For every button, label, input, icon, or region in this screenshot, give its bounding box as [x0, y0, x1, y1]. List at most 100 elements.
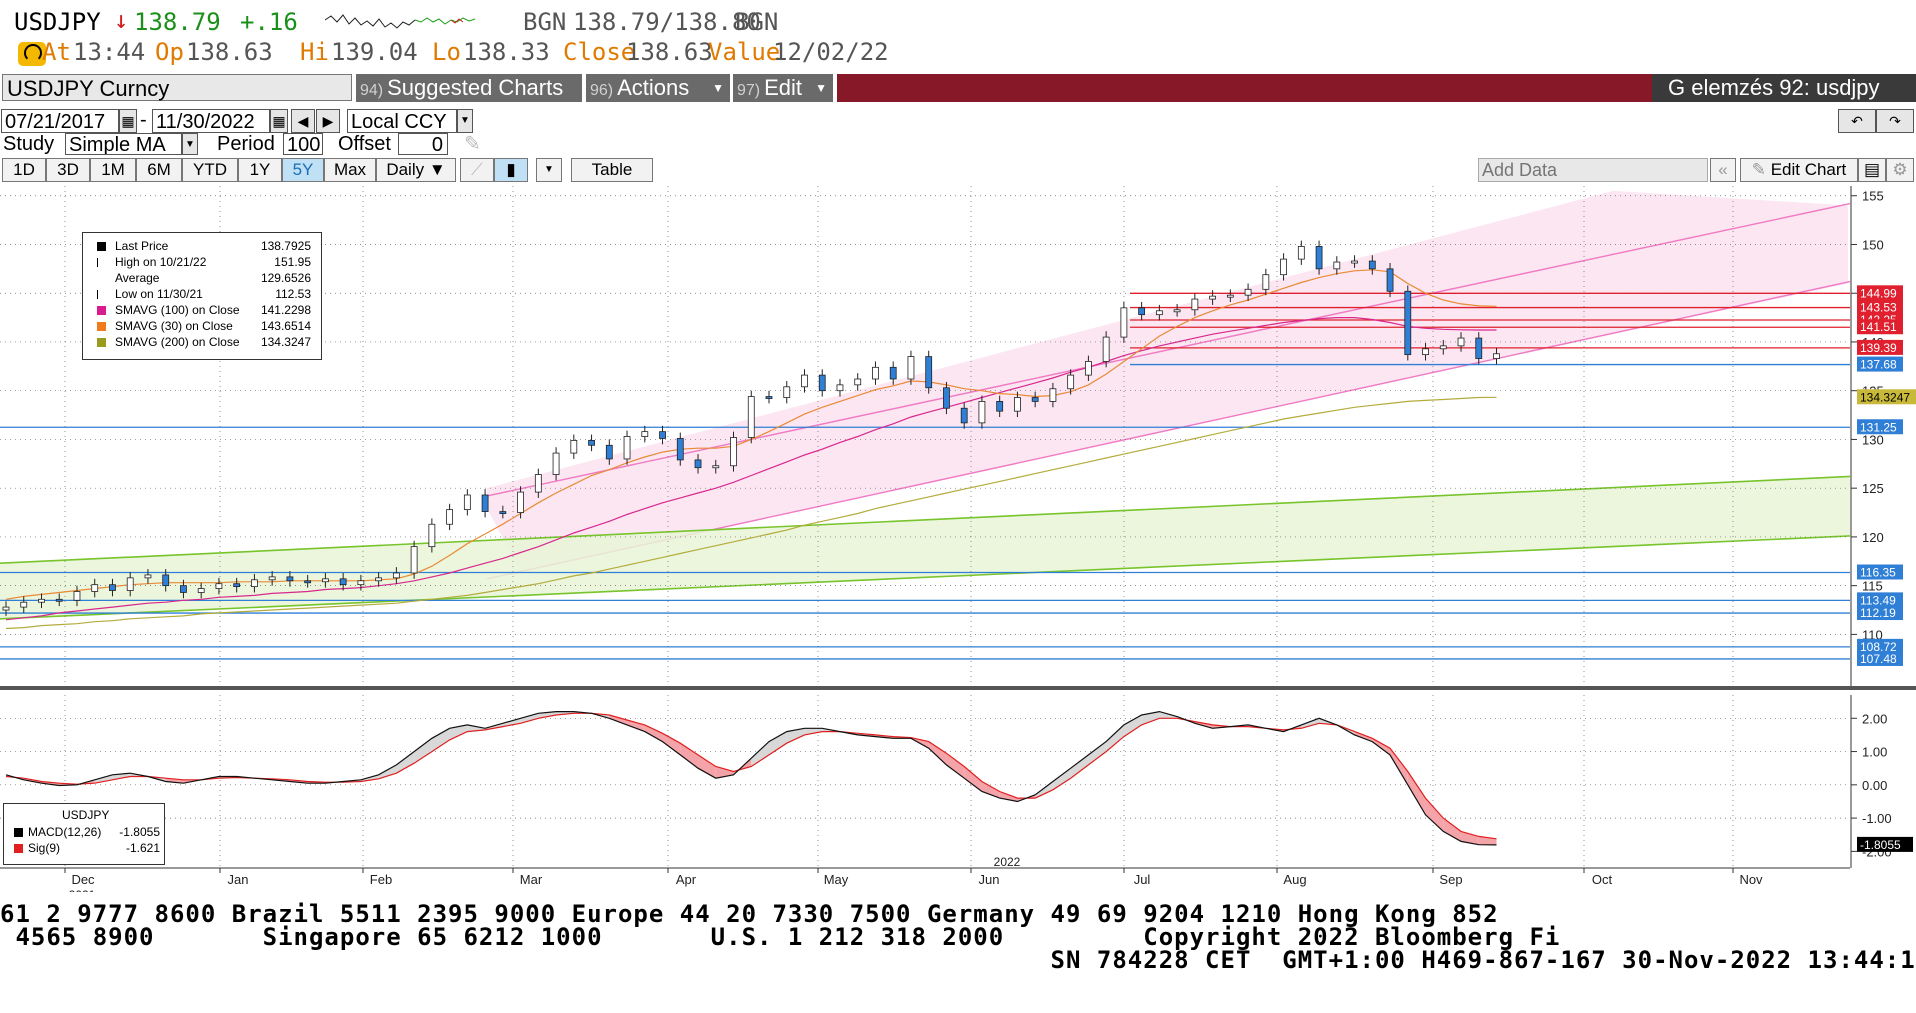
macd-fill: [165, 778, 184, 784]
macd-fill: [644, 724, 663, 742]
price-chart-area[interactable]: 110115120125130135140145150155144.99143.…: [0, 182, 1916, 902]
period-ytd-button[interactable]: YTD: [182, 158, 238, 182]
candle-body: [801, 374, 808, 388]
month-label: May: [824, 872, 849, 887]
legend-name: MACD(12,26): [28, 825, 102, 839]
candle-body: [1280, 258, 1287, 276]
legend-name: SMAVG (200) on Close: [115, 335, 240, 349]
price-label-bg: [1857, 319, 1903, 335]
macd-fill: [520, 713, 539, 724]
low-label: Lo: [432, 38, 461, 66]
macd-fill: [1070, 754, 1089, 779]
period-1y-button[interactable]: 1Y: [238, 158, 282, 182]
period-3d-button[interactable]: 3D: [46, 158, 90, 182]
macd-fill: [1141, 711, 1160, 725]
currency-select[interactable]: Local CCY: [347, 109, 457, 133]
date-dash: -: [140, 109, 147, 131]
frequency-select[interactable]: Daily ▼: [376, 158, 456, 182]
candle-body: [1422, 348, 1429, 356]
period-label: Period: [217, 133, 275, 155]
macd-tick-label: 2.00: [1862, 711, 1887, 726]
redo-icon[interactable]: ↷: [1876, 109, 1914, 133]
candle-body: [1031, 397, 1039, 402]
pencil-icon[interactable]: ✎: [464, 133, 481, 155]
period-1d-button[interactable]: 1D: [2, 158, 46, 182]
macd-fill: [1425, 798, 1444, 832]
gear-icon[interactable]: ⚙: [1886, 158, 1914, 182]
calendar-icon[interactable]: ▦: [119, 109, 137, 133]
price-tick-label: 115: [1862, 579, 1883, 594]
chevron-down-icon[interactable]: ▼: [457, 109, 473, 133]
legend-swatch: [14, 828, 23, 837]
macd-fill: [981, 781, 1000, 799]
chevron-down-icon[interactable]: ▼: [536, 158, 562, 182]
month-label: Dec: [71, 872, 95, 887]
start-date-field[interactable]: 07/21/2017: [1, 109, 119, 133]
calendar-icon[interactable]: ▦: [270, 109, 288, 133]
bar-chart-icon[interactable]: ▮: [494, 158, 528, 182]
period-max-button[interactable]: Max: [324, 158, 376, 182]
macd-line: [5, 710, 1497, 846]
candle-body: [268, 576, 276, 581]
price-label-bg: [1857, 339, 1903, 355]
legend-value: -1.8055: [119, 825, 160, 839]
prev-period-button[interactable]: ◀: [291, 109, 315, 133]
line-chart-icon[interactable]: ⟋: [460, 158, 494, 182]
candle-body: [446, 509, 454, 525]
edit-chart-button[interactable]: ✎ Edit Chart: [1740, 158, 1858, 182]
candle-body: [534, 474, 542, 493]
legend-swatch: [14, 844, 23, 853]
candle-body: [73, 591, 81, 601]
add-data-input[interactable]: [1478, 158, 1708, 182]
candle-body: [1067, 374, 1075, 390]
candle-body: [659, 431, 666, 439]
period-5y-button[interactable]: 5Y: [282, 158, 324, 182]
price-label-text: 144.99: [1860, 286, 1897, 300]
macd-fill: [396, 751, 415, 774]
edit-menu[interactable]: 97) Edit ▼: [733, 74, 833, 102]
open-value: 138.63: [186, 38, 273, 66]
next-period-button[interactable]: ▶: [316, 109, 340, 133]
price-label-text: 112.19: [1860, 606, 1896, 620]
macd-fill: [1407, 771, 1426, 815]
ticker-line-3: SN 784228 CET GMT+1:00 H469-867-167 30-N…: [0, 946, 1916, 974]
macd-tick-label: 1.00: [1862, 745, 1887, 760]
collapse-icon[interactable]: «: [1710, 158, 1736, 182]
candle-body: [304, 580, 312, 584]
actions-num: 96): [590, 82, 614, 99]
price-tick-label: 125: [1862, 481, 1884, 496]
period-1m-button[interactable]: 1M: [90, 158, 136, 182]
macd-fill: [946, 753, 965, 779]
actions-menu[interactable]: 96) Actions ▼: [586, 74, 730, 102]
candle-body: [1262, 274, 1270, 290]
suggested-charts-button[interactable]: 94) Suggested Charts: [356, 74, 582, 102]
candle-body: [463, 494, 471, 511]
period-6m-button[interactable]: 6M: [136, 158, 182, 182]
price-label-bg: [1857, 356, 1903, 372]
candle-body: [889, 366, 897, 380]
legend-row: High on 10/21/22 151.95: [87, 255, 317, 270]
offset-field[interactable]: 0: [398, 133, 448, 155]
period-field[interactable]: 100: [283, 133, 323, 155]
candle-body: [286, 576, 294, 582]
study-select[interactable]: Simple MA: [65, 133, 182, 155]
chevron-down-icon[interactable]: ▼: [182, 133, 198, 155]
month-label: Jun: [979, 872, 1000, 887]
undo-icon[interactable]: ↶: [1838, 109, 1876, 133]
table-button[interactable]: Table: [571, 158, 653, 182]
macd-fill: [804, 728, 823, 735]
price-label-bg: [1857, 592, 1903, 608]
end-date-field[interactable]: 11/30/2022: [152, 109, 270, 133]
study-label: Study: [3, 133, 55, 155]
candle-body: [1297, 246, 1305, 260]
candle-body: [20, 601, 28, 608]
table-icon[interactable]: ▤: [1858, 158, 1886, 182]
candle-body: [676, 438, 684, 461]
month-label: Nov: [1739, 872, 1763, 887]
legend-value: 151.95: [274, 255, 311, 269]
candle-body: [1244, 288, 1252, 296]
alert-clock-icon[interactable]: [18, 42, 46, 66]
security-field[interactable]: USDJPY Curncy: [2, 74, 352, 101]
month-label: Sep: [1439, 872, 1462, 887]
macd-fill: [1035, 781, 1053, 799]
